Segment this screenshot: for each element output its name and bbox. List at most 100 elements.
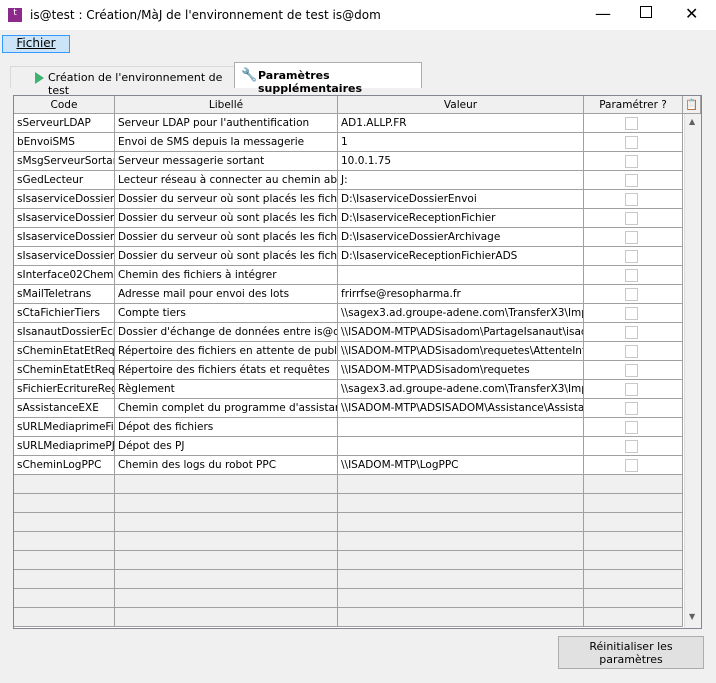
checkbox-cell [584, 228, 683, 247]
table-cell [338, 589, 584, 608]
scroll-up[interactable]: ▲ [689, 117, 696, 126]
table-cell: sFichierEcritureRegle [14, 380, 115, 399]
table-cell [14, 608, 115, 627]
checkbox[interactable] [625, 212, 638, 225]
checkbox-cell [584, 209, 683, 228]
table-cell: Dossier du serveur où sont placés les fi… [115, 209, 338, 228]
table-cell: Dossier du serveur où sont placés les fi… [115, 247, 338, 266]
table-cell: D:\IsaserviceReceptionFichier [338, 209, 584, 228]
table-cell [338, 513, 584, 532]
minimize[interactable]: — [595, 4, 611, 23]
checkbox-cell [584, 437, 683, 456]
checkbox[interactable] [625, 193, 638, 206]
column-icon[interactable]: 📋 [683, 96, 701, 114]
checkbox-cell [584, 266, 683, 285]
table-cell: Chemin des logs du robot PPC [115, 456, 338, 475]
menu-fichier[interactable]: Fichier [2, 35, 70, 53]
table-cell: 10.0.1.75 [338, 152, 584, 171]
table-cell [14, 589, 115, 608]
table-cell: Dossier d'échange de données entre is@do… [115, 323, 338, 342]
table-cell: sIsaserviceDossierR [14, 247, 115, 266]
table-cell: Dépot des fichiers [115, 418, 338, 437]
checkbox[interactable] [625, 155, 638, 168]
checkbox[interactable] [625, 307, 638, 320]
table-cell: sCheminLogPPC [14, 456, 115, 475]
table-cell: sIsaserviceDossierE [14, 190, 115, 209]
table-cell: Envoi de SMS depuis la messagerie [115, 133, 338, 152]
checkbox-cell [584, 361, 683, 380]
checkbox[interactable] [625, 345, 638, 358]
scroll-down[interactable]: ▼ [689, 612, 696, 621]
scrollbar[interactable]: ▲ ▼ [684, 96, 701, 628]
checkbox-cell [584, 570, 683, 589]
checkbox-cell [584, 380, 683, 399]
table-cell: sIsaserviceDossierR [14, 209, 115, 228]
checkbox-cell [584, 513, 683, 532]
checkbox-cell [584, 133, 683, 152]
table-cell [115, 551, 338, 570]
table-cell: Dossier du serveur où sont placés les fi… [115, 228, 338, 247]
checkbox[interactable] [625, 326, 638, 339]
table-cell: Répertoire des fichiers états et requête… [115, 361, 338, 380]
checkbox-cell [584, 399, 683, 418]
maximize[interactable] [640, 6, 652, 18]
table-cell: Compte tiers [115, 304, 338, 323]
table-cell [115, 570, 338, 589]
checkbox-cell [584, 114, 683, 133]
checkbox[interactable] [625, 288, 638, 301]
table-cell [14, 570, 115, 589]
checkbox[interactable] [625, 117, 638, 130]
table-cell: \\ISADOM-MTP\ADSisadom\requetes [338, 361, 584, 380]
checkbox[interactable] [625, 231, 638, 244]
checkbox-cell [584, 171, 683, 190]
checkbox[interactable] [625, 459, 638, 472]
table-cell: D:\IsaserviceDossierEnvoi [338, 190, 584, 209]
table-cell: 1 [338, 133, 584, 152]
checkbox-cell [584, 456, 683, 475]
checkbox-cell [584, 285, 683, 304]
checkbox[interactable] [625, 402, 638, 415]
table-cell: AD1.ALLP.FR [338, 114, 584, 133]
table-cell [14, 475, 115, 494]
checkbox[interactable] [625, 440, 638, 453]
table-cell: \\sagex3.ad.groupe-adene.com\TransferX3\… [338, 304, 584, 323]
tab[interactable]: Création de l'environnement de test [10, 66, 236, 97]
table-cell: Serveur LDAP pour l'authentification [115, 114, 338, 133]
checkbox[interactable] [625, 383, 638, 396]
reset-button[interactable]: Réinitialiser les paramètres [558, 636, 704, 669]
checkbox[interactable] [625, 174, 638, 187]
checkbox-cell [584, 323, 683, 342]
checkbox[interactable] [625, 421, 638, 434]
table-cell [14, 513, 115, 532]
table-cell [14, 532, 115, 551]
column-header: Valeur [338, 96, 584, 114]
table-cell: bEnvoiSMS [14, 133, 115, 152]
checkbox[interactable] [625, 364, 638, 377]
table-cell [115, 608, 338, 627]
checkbox-cell [584, 532, 683, 551]
column-header: Paramétrer ? [584, 96, 683, 114]
checkbox[interactable] [625, 250, 638, 263]
checkbox[interactable] [625, 136, 638, 149]
table-cell: sIsanautDossierEcha [14, 323, 115, 342]
table-cell [338, 570, 584, 589]
tab-active[interactable]: 🔧 Paramètres supplémentaires [234, 62, 422, 95]
table-cell [338, 608, 584, 627]
table-cell: \\ISADOM-MTP\ADSisadom\requetes\AttenteI… [338, 342, 584, 361]
close[interactable]: ✕ [685, 4, 699, 23]
table-cell: sCtaFichierTiers [14, 304, 115, 323]
table-cell: Serveur messagerie sortant [115, 152, 338, 171]
table-cell: sMailTeletrans [14, 285, 115, 304]
checkbox[interactable] [625, 269, 638, 282]
table-cell: sCheminEtatEtRequ [14, 361, 115, 380]
column-header: Libellé [115, 96, 338, 114]
title-bar: t is@test : Création/MàJ de l'environnem… [0, 0, 716, 30]
table-cell: sURLMediaprimeFic [14, 418, 115, 437]
tab-icon [35, 72, 44, 84]
table-cell: Adresse mail pour envoi des lots [115, 285, 338, 304]
checkbox-cell [584, 589, 683, 608]
table-cell: sMsgServeurSortant [14, 152, 115, 171]
checkbox-cell [584, 190, 683, 209]
table-cell [338, 532, 584, 551]
table-cell: \\ISADOM-MTP\ADSISADOM\Assistance\Assist… [338, 399, 584, 418]
